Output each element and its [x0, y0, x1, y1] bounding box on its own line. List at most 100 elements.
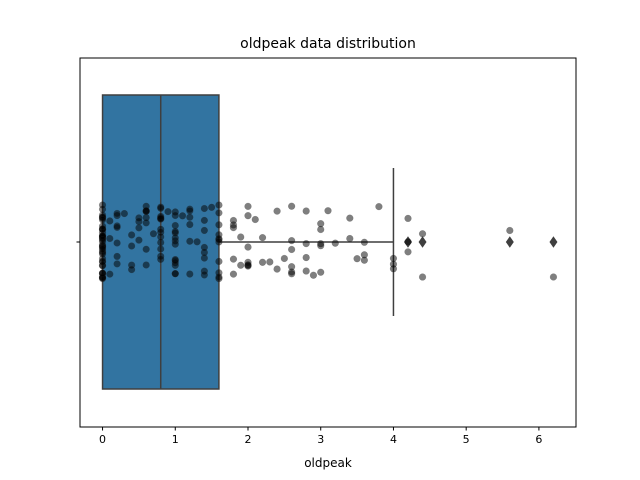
strip-point: [215, 221, 223, 229]
x-axis-label: oldpeak: [304, 456, 352, 470]
strip-point: [171, 227, 179, 236]
strip-point: [200, 204, 209, 213]
strip-point: [171, 211, 179, 220]
outlier-marker: [505, 236, 514, 248]
strip-point: [549, 273, 558, 281]
strip-point: [244, 202, 252, 211]
strip-point: [171, 270, 179, 278]
strip-point: [157, 204, 165, 212]
strip-point: [360, 251, 369, 259]
strip-point: [389, 260, 398, 268]
x-tick-label: 6: [535, 433, 542, 446]
strip-point: [171, 234, 179, 242]
strip-point: [113, 209, 121, 218]
strip-point: [98, 236, 107, 244]
strip-point: [229, 255, 238, 263]
strip-point: [404, 214, 412, 223]
strip-point: [229, 221, 238, 229]
strip-point: [164, 207, 172, 216]
strip-point: [200, 216, 209, 225]
strip-point: [98, 258, 107, 266]
strip-point: [353, 255, 361, 263]
strip-point: [302, 253, 310, 262]
strip-point: [258, 258, 267, 266]
strip-point: [237, 233, 245, 241]
strip-point: [200, 271, 209, 279]
strip-point: [287, 202, 296, 210]
strip-point: [106, 217, 114, 225]
strip-point: [98, 245, 107, 253]
strip-point: [244, 212, 252, 220]
strip-point: [186, 213, 194, 221]
strip-point: [186, 270, 194, 278]
x-tick-label: 0: [99, 433, 106, 446]
strip-point: [149, 230, 158, 238]
strip-point: [309, 271, 318, 279]
strip-point: [157, 214, 165, 223]
strip-point: [258, 233, 267, 242]
strip-point: [215, 201, 223, 209]
strip-point: [98, 216, 107, 224]
strip-point: [142, 245, 150, 253]
strip-point: [317, 268, 325, 276]
strip-point: [229, 270, 238, 278]
strip-point: [98, 269, 107, 277]
strip-point: [135, 214, 143, 222]
plot-area: [98, 94, 558, 390]
strip-point: [113, 239, 121, 247]
strip-point: [244, 262, 252, 270]
strip-point: [142, 219, 150, 227]
strip-point: [135, 224, 143, 232]
strip-point: [360, 238, 369, 246]
strip-point: [418, 230, 427, 238]
strip-point: [215, 231, 223, 239]
x-tick-label: 1: [172, 433, 179, 446]
strip-point: [287, 268, 296, 276]
strip-point: [287, 236, 296, 245]
strip-point: [135, 236, 143, 244]
x-tick-label: 2: [245, 433, 252, 446]
x-axis: 0 1 2 3 4 5 6: [99, 427, 542, 446]
strip-point: [186, 237, 194, 245]
strip-point: [171, 240, 179, 248]
strip-point: [186, 220, 194, 229]
strip-point: [287, 245, 296, 254]
strip-point: [106, 270, 114, 278]
strip-point: [237, 261, 245, 269]
strip-point: [186, 207, 194, 215]
x-tick-label: 4: [390, 433, 397, 446]
strip-point: [346, 214, 354, 222]
strip-point: [404, 248, 412, 256]
strip-point: [171, 256, 179, 265]
strip-point: [113, 252, 121, 261]
strip-point: [244, 243, 252, 251]
strip-point: [317, 225, 325, 234]
strip-point: [506, 226, 514, 235]
strip-point: [113, 260, 121, 268]
chart-title: oldpeak data distribution: [240, 36, 416, 52]
strip-point: [178, 212, 187, 220]
strip-point: [127, 231, 136, 239]
strip-point: [302, 239, 310, 248]
strip-point: [98, 222, 107, 230]
strip-point: [98, 201, 107, 209]
strip-point: [157, 233, 165, 241]
strip-point: [324, 207, 332, 215]
x-tick-label: 3: [317, 433, 324, 446]
strip-point: [346, 234, 354, 243]
strip-point: [280, 254, 289, 263]
strip-point: [404, 238, 412, 246]
strip-point: [215, 273, 223, 281]
strip-point: [207, 203, 216, 211]
x-tick-label: 5: [463, 433, 470, 446]
strip-point: [317, 242, 325, 250]
strip-point: [157, 245, 165, 253]
strip-point: [106, 234, 114, 243]
strip-point: [375, 202, 383, 211]
strip-point: [331, 239, 339, 247]
strip-point: [200, 226, 209, 235]
strip-point: [418, 273, 427, 281]
strip-point: [120, 209, 129, 218]
strip-point: [142, 207, 150, 215]
